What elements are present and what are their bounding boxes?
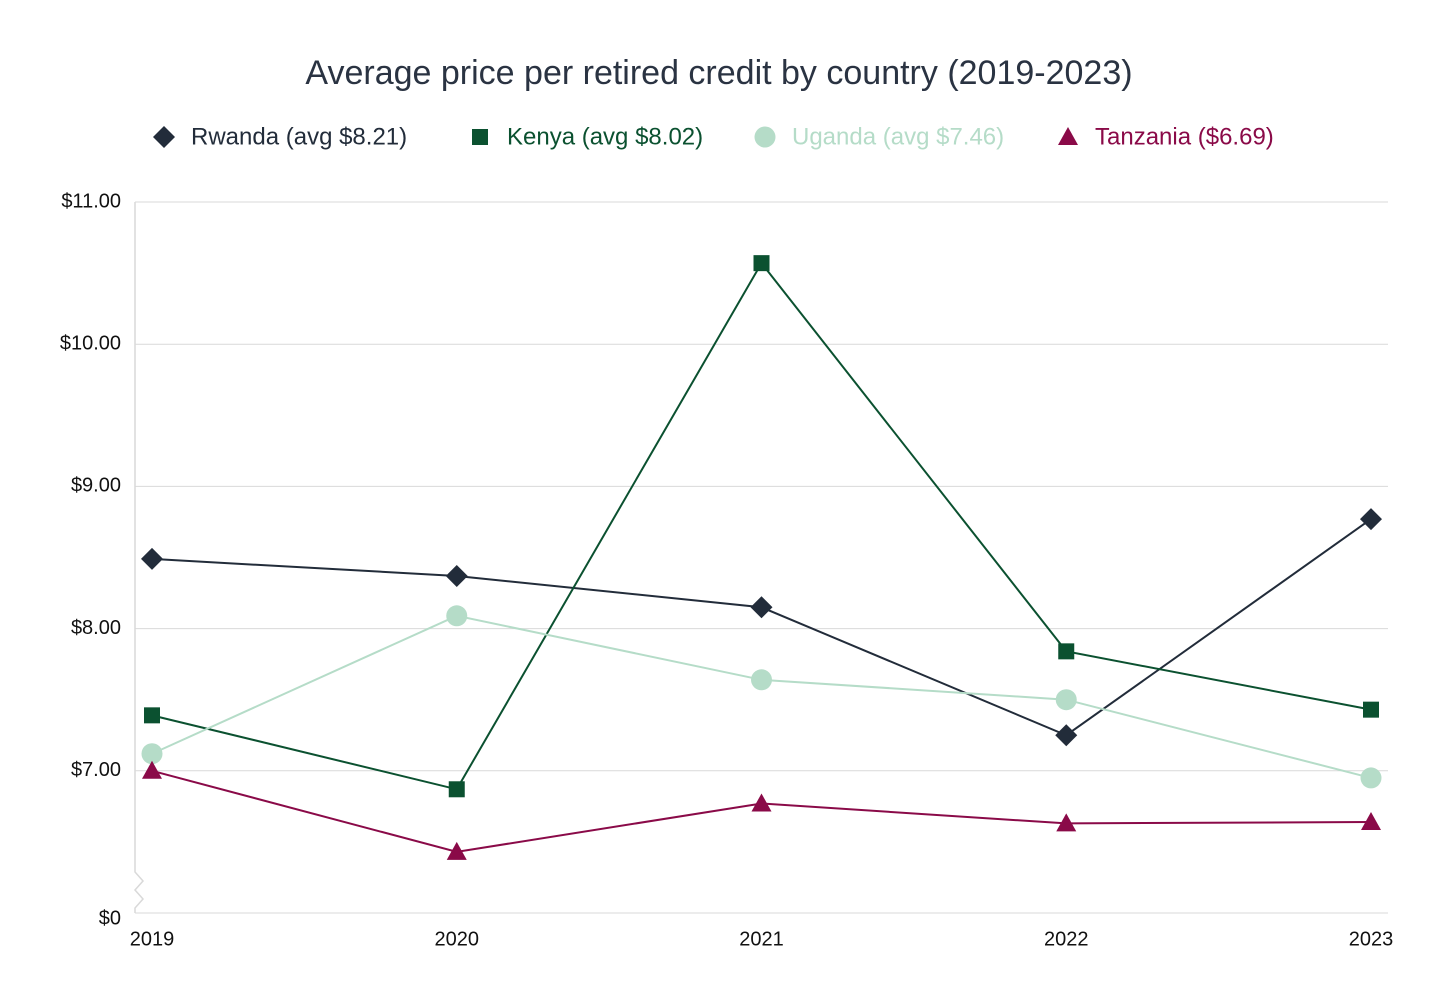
- x-tick-label: 2021: [739, 928, 784, 950]
- y-tick-label: $8.00: [71, 617, 121, 639]
- legend-item: Tanzania ($6.69): [1058, 123, 1274, 150]
- legend-item: Kenya (avg $8.02): [472, 123, 703, 150]
- legend-item: Rwanda (avg $8.21): [153, 123, 407, 150]
- marker: [142, 760, 162, 779]
- legend-label: Rwanda (avg $8.21): [191, 123, 407, 150]
- marker: [753, 255, 770, 272]
- marker: [1360, 508, 1382, 531]
- marker: [1360, 767, 1382, 789]
- marker: [1361, 811, 1381, 830]
- marker: [153, 126, 175, 148]
- legend-item: Uganda (avg $7.46): [754, 123, 1004, 150]
- marker: [448, 781, 465, 798]
- marker: [1058, 127, 1078, 145]
- y-tick-label: $9.00: [71, 475, 121, 497]
- legend-label: Tanzania ($6.69): [1095, 123, 1274, 150]
- legend-label: Kenya (avg $8.02): [507, 123, 703, 150]
- x-tick-label: 2023: [1349, 928, 1394, 950]
- x-tick-label: 2020: [435, 928, 480, 950]
- marker: [1363, 701, 1379, 718]
- y-tick-label: $10.00: [60, 332, 121, 354]
- marker: [1056, 813, 1077, 832]
- marker: [751, 793, 772, 812]
- marker: [750, 596, 773, 619]
- series-line: [151, 518, 1372, 737]
- y-tick-label: $0: [99, 907, 121, 929]
- series-line: [151, 614, 1372, 779]
- marker: [1058, 643, 1075, 660]
- marker: [472, 129, 488, 145]
- marker: [751, 669, 772, 691]
- y-tick-label: $11.00: [61, 190, 121, 212]
- marker: [141, 547, 163, 570]
- marker: [1055, 689, 1077, 711]
- y-tick-label: $7.00: [71, 759, 121, 781]
- marker: [446, 605, 468, 627]
- series-line: [151, 261, 1372, 791]
- x-tick-label: 2019: [130, 928, 175, 950]
- marker: [445, 564, 468, 587]
- x-tick-label: 2022: [1044, 928, 1089, 950]
- marker: [1055, 724, 1078, 747]
- marker: [144, 707, 160, 724]
- chart-title: Average price per retired credit by coun…: [305, 54, 1132, 92]
- y-axis-line: [133, 202, 145, 913]
- marker: [446, 841, 467, 860]
- marker: [141, 743, 163, 765]
- marker: [754, 126, 776, 148]
- legend-label: Uganda (avg $7.46): [792, 123, 1004, 150]
